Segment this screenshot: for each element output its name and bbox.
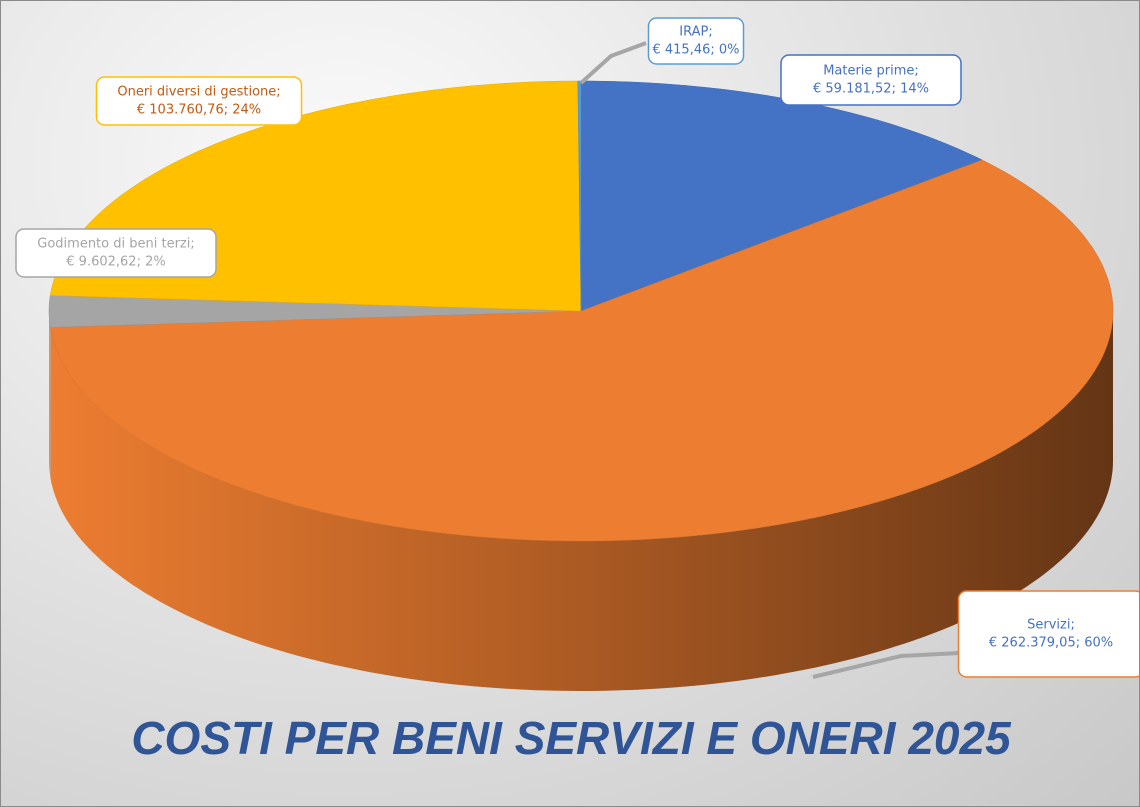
slice-side <box>49 311 51 478</box>
category-label: Godimento di beni terzi; <box>37 237 194 252</box>
data-labels: Materie prime; € 59.181,52; 14% Servizi; € … <box>15 17 1139 678</box>
value-label: € 262.379,05; 60% <box>989 636 1113 651</box>
slice-side <box>50 311 1113 691</box>
value-label: € 59.181,52; 14% <box>813 82 929 97</box>
label-box <box>15 228 217 278</box>
value-label: € 415,46; 0% <box>652 43 739 58</box>
category-label: Servizi; <box>1027 618 1075 633</box>
label-box <box>780 54 962 106</box>
leader-line <box>579 41 647 85</box>
value-label: € 9.602,62; 2% <box>66 255 165 270</box>
category-label: IRAP; <box>679 25 712 40</box>
pie-sides <box>49 311 1113 691</box>
slice <box>50 159 1114 542</box>
label-box <box>647 17 745 65</box>
pie-tops <box>48 80 1114 542</box>
value-label: € 103.760,76; 24% <box>137 103 261 118</box>
slice <box>48 295 582 328</box>
category-label: Oneri diversi di gestione; <box>117 85 280 100</box>
category-label: Materie prime; <box>823 64 919 79</box>
leader-line <box>812 651 960 679</box>
label-box <box>95 76 303 126</box>
slice <box>577 80 582 312</box>
chart-title: COSTI PER BENI SERVIZI E ONERI 2025 <box>131 712 1011 764</box>
label-box <box>957 590 1139 678</box>
